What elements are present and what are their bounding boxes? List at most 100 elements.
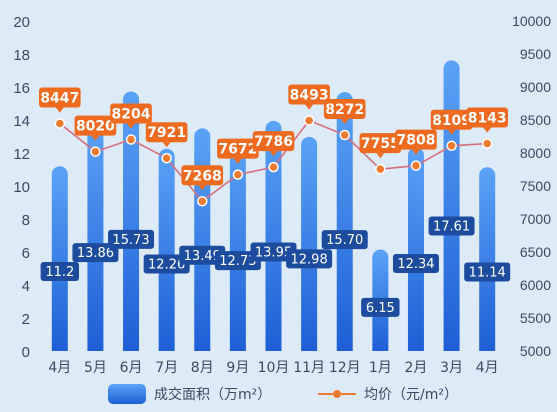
bar-value-label: 11.2: [45, 265, 74, 280]
price-label-pointer: [483, 127, 492, 133]
bar: [87, 122, 104, 351]
price-point: [446, 140, 457, 152]
y-left-tick-label: 2: [22, 311, 30, 328]
bar-value-label: 11.14: [469, 265, 506, 280]
bar-value-label: 17.61: [433, 220, 470, 235]
bar: [301, 136, 318, 351]
legend: 成交面积（万m²） 均价（元/m²）: [108, 384, 458, 404]
y-right-tick-label: 7000: [520, 211, 551, 227]
x-tick-label: 12月: [329, 360, 361, 376]
price-point: [54, 118, 66, 129]
y-right-tick-label: 5000: [520, 343, 551, 359]
price-label-box: [395, 129, 437, 150]
bar: [479, 167, 496, 351]
bar-label-box: [179, 245, 226, 265]
y-right-tick-label: 6000: [520, 277, 551, 293]
price-point: [125, 134, 137, 145]
price-label-pointer: [162, 142, 171, 148]
price-label-box: [217, 138, 259, 159]
price-label-box: [181, 165, 224, 186]
bar-label-box: [286, 249, 333, 269]
price-point: [375, 163, 386, 175]
price-label-box: [110, 103, 152, 124]
x-tick-label: 4月: [48, 360, 71, 376]
price-label-pointer: [233, 158, 242, 164]
bar-label-box: [143, 254, 190, 274]
x-tick-label: 5月: [84, 360, 107, 376]
price-point: [90, 146, 101, 157]
bar-label-box: [428, 216, 475, 236]
y-right-tick-label: 10000: [512, 13, 551, 29]
price-label-box: [288, 84, 330, 105]
price-label-box: [74, 115, 117, 136]
y-right-tick-label: 9500: [520, 46, 551, 62]
price-point: [303, 115, 315, 126]
bar: [123, 91, 140, 351]
x-tick-label: 11月: [293, 360, 325, 376]
bar-value-label: 15.70: [326, 233, 363, 248]
price-point: [161, 152, 172, 164]
price-label-box: [323, 99, 366, 120]
price-point: [197, 196, 208, 207]
y-left-tick-label: 6: [22, 245, 30, 262]
bar-label-box: [40, 262, 80, 282]
axes-layer: 0 2 4 6 8 10 12 14 16 18 20 5000 5500 6000 6500 7000 750…: [13, 13, 551, 376]
bar-value-label: 12.98: [291, 252, 328, 267]
x-tick-label: 1月: [369, 360, 392, 376]
bar-value-label: 13.86: [77, 246, 114, 261]
bar: [194, 128, 211, 351]
x-tick-label: 3月: [440, 360, 463, 376]
y-right-tick-label: 6500: [520, 244, 551, 260]
x-tick-label: 4月: [476, 360, 499, 376]
price-value-label: 8447: [40, 90, 79, 106]
x-tick-label: 6月: [120, 360, 143, 376]
legend-line-label: 均价（元/m²）: [364, 387, 458, 403]
bar-label-box: [250, 242, 297, 262]
price-point: [410, 160, 422, 171]
price-point: [268, 161, 279, 173]
price-value-label: 7921: [147, 125, 186, 141]
price-value-label: 8109: [432, 113, 471, 129]
price-label-pointer: [411, 149, 420, 155]
bar: [158, 148, 175, 351]
price-label-pointer: [269, 151, 278, 157]
price-value-label: 8204: [112, 107, 151, 123]
bar: [336, 91, 353, 351]
price-label-pointer: [198, 185, 207, 191]
bar-value-label: 12.34: [397, 257, 434, 272]
x-tick-label: 8月: [191, 360, 214, 376]
price-label-box: [466, 107, 508, 128]
bar-label-box: [361, 297, 400, 317]
price-value-label: 7786: [254, 134, 293, 150]
bar: [229, 140, 246, 351]
y-left-tick-label: 16: [13, 80, 30, 97]
bar-label-box: [72, 243, 119, 263]
price-label-pointer: [340, 119, 349, 125]
price-value-label: 7755: [361, 136, 400, 152]
price-label-box: [430, 109, 473, 130]
bar-value-label: 12.73: [219, 254, 256, 269]
price-label-box: [145, 122, 188, 143]
y-left-tick-label: 0: [22, 344, 30, 361]
line-layer: [54, 115, 493, 207]
legend-line-marker: [333, 390, 341, 398]
price-value-label: 7268: [183, 168, 222, 184]
price-point: [481, 138, 493, 149]
bar-value-label: 6.15: [366, 301, 395, 316]
bars-layer: [51, 60, 496, 351]
price-value-label: 7672: [218, 142, 257, 158]
price-value-label: 8020: [76, 119, 115, 135]
bar-label-box: [214, 251, 261, 271]
y-left-tick-label: 4: [22, 278, 30, 295]
bar: [51, 166, 68, 351]
price-point: [339, 129, 350, 141]
bar-label-box: [108, 229, 155, 249]
price-value-label: 8493: [290, 87, 329, 103]
bar-value-label: 13.49: [184, 249, 221, 264]
y-left-tick-label: 18: [13, 47, 30, 64]
bar: [265, 120, 282, 351]
price-label-pointer: [376, 153, 385, 159]
